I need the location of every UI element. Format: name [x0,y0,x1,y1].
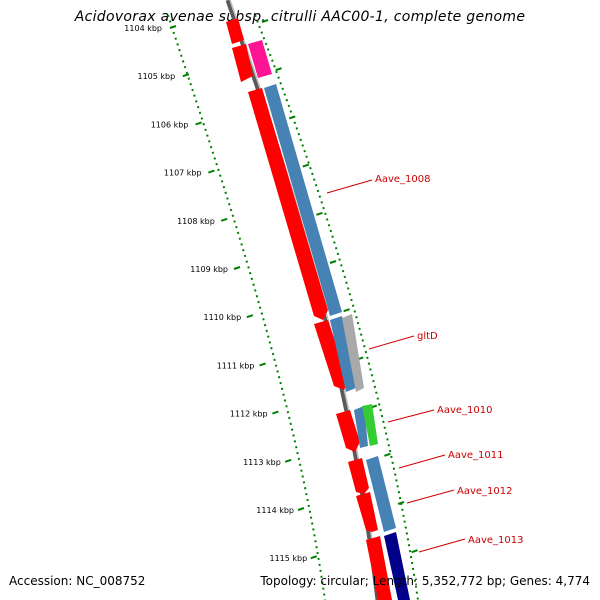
gene-block-pink[interactable] [248,40,272,78]
kbp-tick-dash [302,163,310,168]
gene-label-aave-1011[interactable]: Aave_1011 [448,450,504,461]
kbp-tick-dash [220,217,228,222]
kbp-tick-dash [275,67,282,72]
kbp-scale: 1104 kbp 1105 kbp 1106 kbp 1107 kbp 1108 kbp… [124,24,307,563]
reverse-strand-genes [248,40,410,600]
kbp-tick-dash [288,115,296,120]
kbp-tick-dash [272,410,279,415]
genome-backbone [225,0,381,600]
gene-block-aave-1010[interactable] [336,410,360,452]
map-title: Acidovorax avenae subsp. citrulli AAC00-… [74,9,526,25]
kbp-tick-dash [208,169,215,174]
kbp-tick-label: 1109 kbp [190,265,228,274]
kbp-tick-dash [182,73,190,78]
kbp-tick-dash [195,121,202,126]
gene-label-aave-1008[interactable]: Aave_1008 [375,174,431,185]
kbp-tick-dash [343,308,350,313]
kbp-tick-dash [329,260,337,264]
kbp-tick-dash [316,211,323,216]
kbp-tick-label: 1105 kbp [137,72,175,81]
kbp-tick-label: 1113 kbp [243,458,281,467]
gene-block[interactable] [348,458,369,494]
forward-strand-genes [226,18,392,600]
gene-block-green[interactable] [362,404,378,446]
callout-lines [326,179,466,553]
gene-block-navy[interactable] [384,532,410,600]
gene-block-aave-1008[interactable] [248,88,328,320]
kbp-tick-label: 1106 kbp [151,120,189,129]
kbp-tick-dash [297,507,305,511]
kbp-tick-dash [259,362,266,367]
gene-block-aave-1013[interactable] [366,536,392,600]
gene-labels: Aave_1008 gltD Aave_1010 Aave_1011 Aave_… [375,174,524,546]
gene-block-grey[interactable] [342,314,364,392]
kbp-tick-dash [233,266,241,270]
kbp-tick-dash [310,555,318,560]
gene-label-aave-1012[interactable]: Aave_1012 [457,486,513,497]
kbp-tick-label: 1111 kbp [217,361,255,370]
kbp-tick-dash [261,19,269,23]
gene-block-gltd[interactable] [314,320,348,390]
gene-block[interactable] [232,44,253,82]
kbp-tick-dash [397,501,405,505]
inner-tick-track [254,14,419,600]
kbp-tick-label: 1114 kbp [256,506,294,515]
kbp-tick-label: 1104 kbp [124,24,162,33]
gene-label-gltd[interactable]: gltD [417,331,438,342]
gene-block-aave-1008-reverse[interactable] [264,84,342,316]
kbp-tick-dash [384,452,391,457]
kbp-tick-label: 1110 kbp [203,313,241,322]
kbp-tick-label: 1107 kbp [164,169,202,178]
kbp-tick-label: 1115 kbp [269,554,307,563]
gene-label-aave-1010[interactable]: Aave_1010 [437,405,493,416]
kbp-tick-label: 1112 kbp [230,410,268,419]
gene-block-aave-1011-reverse[interactable] [366,456,396,532]
gene-block-aave-1012[interactable] [356,492,378,532]
kbp-tick-dash [246,314,254,319]
gene-block[interactable] [226,18,244,44]
genome-summary-text: Topology: circular; Length: 5,352,772 bp… [260,574,590,588]
kbp-tick-dash [411,549,418,554]
gene-label-aave-1013[interactable]: Aave_1013 [468,535,524,546]
gene-block-gltd-reverse[interactable] [330,316,356,392]
outer-tick-track [167,14,326,600]
kbp-tick-dash [169,25,177,29]
kbp-tick-dash [284,458,292,463]
kbp-tick-label: 1108 kbp [177,217,215,226]
accession-text: Accession: NC_008752 [9,574,146,588]
